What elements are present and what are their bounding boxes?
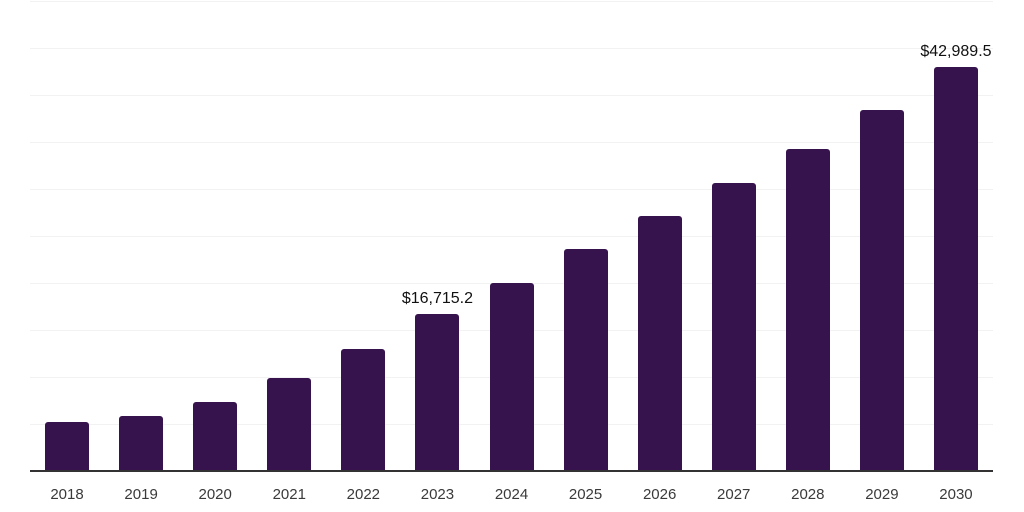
x-tick-label-2026: 2026 (642, 486, 677, 503)
data-label-2023: $16,715.2 (401, 289, 474, 307)
x-tick-label-2030: 2030 (939, 486, 973, 503)
bar-2023 (415, 313, 460, 471)
x-axis-line (30, 470, 993, 472)
bar-2030 (933, 66, 978, 471)
bar-2026 (637, 216, 682, 471)
bar-2019 (119, 415, 164, 471)
x-tick-label-2024: 2024 (494, 486, 529, 503)
x-tick-label-2025: 2025 (568, 486, 603, 503)
x-tick-label-2020: 2020 (198, 486, 232, 503)
bar-2024 (489, 283, 534, 471)
x-tick-label-2029: 2029 (865, 486, 899, 503)
bar-2022 (341, 348, 386, 471)
bar-2020 (193, 402, 238, 471)
x-tick-label-2028: 2028 (791, 486, 825, 503)
gridline (30, 188, 993, 190)
bar-2029 (859, 110, 904, 471)
x-tick-label-2022: 2022 (346, 486, 381, 503)
gridline (30, 235, 993, 237)
bar-2018 (45, 422, 90, 471)
gridline (30, 141, 993, 143)
gridline (30, 47, 993, 49)
x-tick-label-2023: 2023 (420, 486, 455, 503)
bar-2028 (785, 148, 830, 471)
gridline (30, 0, 993, 2)
x-tick-label-2018: 2018 (50, 486, 84, 503)
bar-2027 (711, 183, 756, 471)
x-tick-label-2027: 2027 (717, 486, 751, 503)
bar-2021 (267, 377, 312, 471)
x-tick-label-2021: 2021 (272, 486, 306, 503)
bar-2025 (563, 249, 608, 471)
gridline (30, 94, 993, 96)
data-label-2030: $42,989.5 (920, 42, 992, 60)
x-tick-label-2019: 2019 (124, 486, 158, 503)
